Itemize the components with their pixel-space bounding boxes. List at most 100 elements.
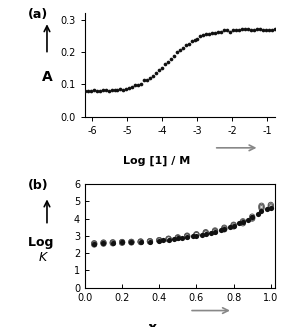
Point: [222, 27, 226, 33]
Point: [269, 205, 273, 211]
Point: [203, 231, 208, 236]
Point: [246, 26, 250, 32]
Point: [213, 229, 217, 234]
Point: [192, 38, 197, 43]
Point: [228, 225, 232, 230]
Point: [185, 234, 189, 240]
Point: [259, 206, 264, 211]
Point: [124, 86, 129, 92]
Point: [250, 215, 254, 220]
Point: [89, 88, 93, 93]
Point: [138, 240, 143, 245]
Point: [172, 236, 176, 242]
Point: [186, 41, 191, 46]
Point: [237, 28, 241, 33]
Point: [269, 202, 273, 207]
Point: [194, 232, 199, 237]
Point: [112, 87, 117, 93]
Point: [198, 34, 203, 39]
Point: [204, 31, 209, 37]
Point: [91, 87, 96, 93]
Point: [225, 28, 230, 33]
Point: [111, 240, 115, 245]
Point: [129, 239, 134, 244]
Point: [259, 203, 264, 208]
Point: [121, 87, 126, 92]
Point: [157, 68, 161, 73]
Point: [259, 204, 264, 210]
Point: [103, 87, 108, 93]
Point: [185, 233, 189, 238]
Point: [166, 237, 171, 242]
Point: [222, 227, 227, 232]
Point: [154, 71, 158, 76]
Point: [166, 236, 171, 241]
Point: [250, 216, 254, 221]
Point: [138, 239, 143, 244]
Point: [129, 239, 134, 245]
Point: [101, 240, 106, 245]
Point: [259, 208, 264, 214]
Point: [231, 223, 236, 228]
Point: [111, 240, 115, 246]
Point: [106, 88, 111, 93]
Point: [83, 88, 87, 94]
Text: Log: Log: [28, 236, 58, 249]
Text: (b): (b): [28, 179, 49, 192]
Point: [260, 27, 265, 32]
Point: [203, 230, 208, 235]
Point: [269, 27, 274, 33]
Point: [213, 229, 217, 234]
Point: [203, 231, 208, 236]
Point: [177, 47, 182, 53]
Point: [218, 228, 223, 233]
Point: [138, 239, 143, 245]
Point: [97, 88, 102, 94]
Point: [269, 205, 273, 210]
Point: [254, 26, 259, 32]
Point: [228, 29, 232, 34]
Point: [148, 75, 152, 80]
Text: Log [1] / M: Log [1] / M: [123, 156, 190, 166]
Point: [95, 89, 99, 94]
Point: [133, 83, 138, 88]
Point: [209, 230, 214, 235]
Point: [136, 82, 140, 87]
Point: [161, 238, 165, 243]
Point: [92, 241, 97, 246]
Point: [243, 26, 247, 32]
Point: [175, 235, 180, 240]
Point: [166, 236, 171, 241]
Point: [145, 77, 149, 82]
Point: [231, 224, 236, 229]
Point: [166, 60, 170, 65]
Point: [185, 234, 189, 239]
Point: [216, 29, 220, 35]
Point: [240, 27, 244, 32]
Point: [213, 30, 218, 36]
Point: [231, 27, 235, 33]
Point: [210, 30, 215, 36]
Point: [250, 214, 254, 219]
Point: [183, 42, 188, 47]
Point: [118, 86, 123, 92]
Point: [194, 232, 199, 237]
Point: [130, 84, 135, 90]
Point: [157, 238, 162, 243]
Text: (a): (a): [28, 8, 48, 21]
Point: [127, 85, 132, 90]
Point: [241, 219, 245, 225]
Point: [101, 241, 106, 246]
Point: [272, 26, 277, 31]
Point: [179, 235, 184, 240]
Point: [237, 221, 241, 226]
Point: [120, 240, 124, 245]
Point: [148, 239, 152, 244]
Point: [241, 221, 245, 226]
Point: [265, 207, 269, 212]
Point: [246, 217, 251, 222]
Point: [241, 219, 245, 224]
Point: [250, 215, 254, 220]
Point: [222, 226, 227, 231]
Point: [190, 234, 195, 239]
